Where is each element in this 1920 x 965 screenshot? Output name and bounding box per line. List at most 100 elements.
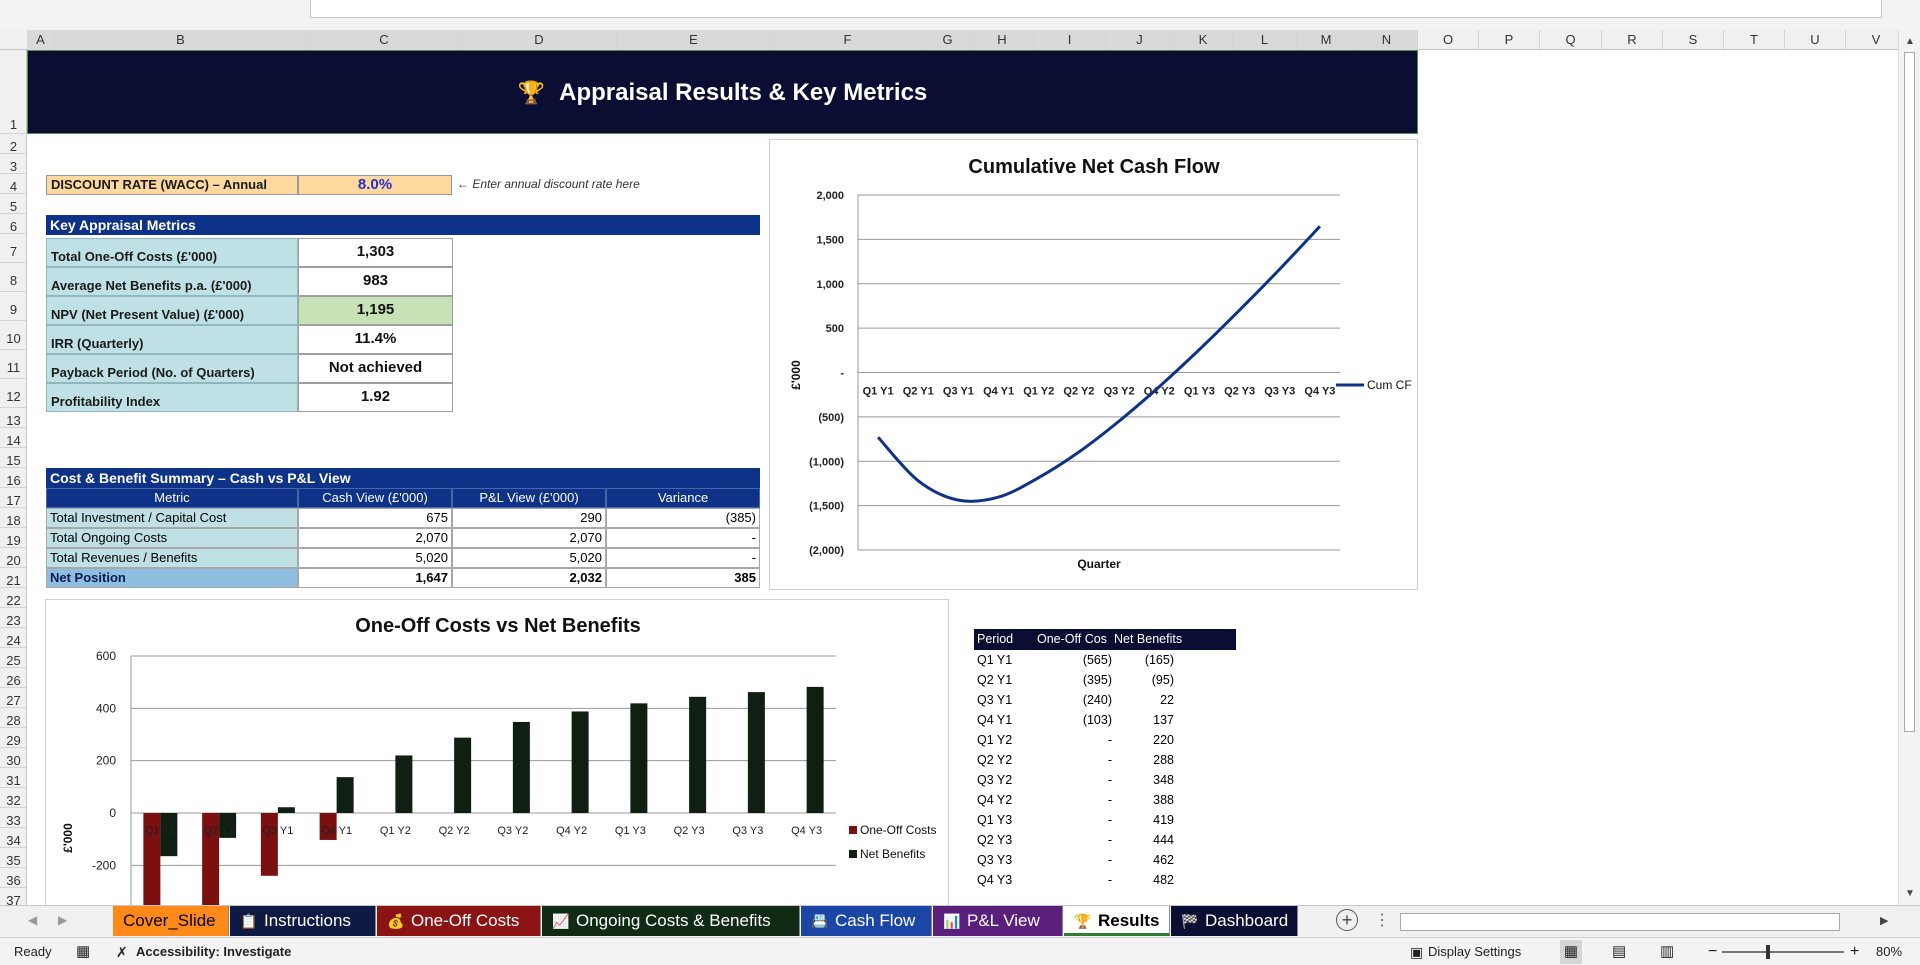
tab-one-off-costs[interactable]: 💰 One-Off Costs — [377, 906, 541, 936]
period-cell[interactable]: Q2 Y1 — [977, 673, 1013, 687]
row-header-5[interactable]: 5 — [0, 194, 27, 214]
zoom-in-icon[interactable]: + — [1850, 943, 1860, 960]
macro-record-icon[interactable]: ▦ — [76, 943, 91, 960]
formula-input[interactable] — [310, 0, 1882, 18]
one-off-cell[interactable]: (103) — [1082, 713, 1112, 727]
column-header-D[interactable]: D — [462, 30, 617, 50]
scroll-up-icon[interactable]: ▲ — [1905, 36, 1915, 47]
row-header-27[interactable]: 27 — [0, 688, 27, 708]
column-header-C[interactable]: C — [307, 30, 462, 50]
row-header-28[interactable]: 28 — [0, 708, 27, 728]
row-header-26[interactable]: 26 — [0, 668, 27, 688]
row-header-20[interactable]: 20 — [0, 548, 27, 568]
summary-cell[interactable]: 2,032 — [452, 568, 606, 588]
column-header-R[interactable]: R — [1602, 30, 1663, 50]
scroll-down-icon[interactable]: ▼ — [1905, 888, 1915, 899]
tab-p-l-view[interactable]: 📊 P&L View — [933, 906, 1063, 936]
net-benefit-cell[interactable]: (165) — [1144, 653, 1174, 667]
summary-cell[interactable]: Total Investment / Capital Cost — [46, 508, 298, 528]
one-off-cell[interactable]: (395) — [1082, 673, 1112, 687]
column-header-F[interactable]: F — [771, 30, 925, 50]
tab-scroll-left-icon[interactable]: ◀ — [28, 913, 38, 927]
column-header-A[interactable]: A — [27, 30, 55, 50]
display-settings-button[interactable]: Display Settings — [1428, 944, 1522, 959]
column-header-P[interactable]: P — [1479, 30, 1540, 50]
metric-value[interactable]: Not achieved — [298, 354, 453, 383]
vertical-scroll-thumb[interactable] — [1904, 52, 1915, 732]
one-off-vs-benefits-chart[interactable]: One-Off Costs vs Net Benefits 600 400 200 0 -… — [45, 599, 949, 905]
tab-scroll-right-icon[interactable]: ▶ — [58, 913, 68, 927]
row-header-24[interactable]: 24 — [0, 628, 27, 648]
net-benefit-cell[interactable]: 22 — [1160, 693, 1174, 707]
summary-cell[interactable]: 5,020 — [298, 548, 452, 568]
column-header-U[interactable]: U — [1785, 30, 1846, 50]
row-header-15[interactable]: 15 — [0, 448, 27, 468]
period-cell[interactable]: Q1 Y1 — [977, 653, 1013, 667]
one-off-cell[interactable]: - — [1107, 733, 1112, 747]
tab-cash-flow[interactable]: 📇 Cash Flow — [801, 906, 932, 936]
row-header-35[interactable]: 35 — [0, 848, 27, 868]
column-header-Q[interactable]: Q — [1540, 30, 1602, 50]
row-header-34[interactable]: 34 — [0, 828, 27, 848]
zoom-out-icon[interactable]: − — [1708, 943, 1718, 960]
column-header-O[interactable]: O — [1418, 30, 1479, 50]
period-cell[interactable]: Q3 Y1 — [977, 693, 1013, 707]
period-cell[interactable]: Q3 Y2 — [977, 773, 1013, 787]
period-cell[interactable]: Q1 Y3 — [977, 813, 1013, 827]
row-header-30[interactable]: 30 — [0, 748, 27, 768]
net-benefit-cell[interactable]: (95) — [1151, 673, 1174, 687]
column-header-B[interactable]: B — [55, 30, 307, 50]
row-header-10[interactable]: 10 — [0, 321, 27, 350]
add-sheet-icon[interactable]: + — [1336, 909, 1358, 931]
net-benefit-cell[interactable]: 419 — [1153, 813, 1174, 827]
row-header-3[interactable]: 3 — [0, 154, 27, 174]
column-header-H[interactable]: H — [971, 30, 1034, 50]
one-off-cell[interactable]: - — [1107, 753, 1112, 767]
summary-cell[interactable]: Total Revenues / Benefits — [46, 548, 298, 568]
tab-dashboard[interactable]: 🏁 Dashboard — [1171, 906, 1298, 936]
worksheet-grid[interactable]: 🏆 Appraisal Results & Key Metrics DISCOUN… — [27, 50, 1898, 905]
period-cell[interactable]: Q2 Y2 — [977, 753, 1013, 767]
tab-ongoing-costs-benefits[interactable]: 📈 Ongoing Costs & Benefits — [542, 906, 800, 936]
period-cell[interactable]: Q2 Y3 — [977, 833, 1013, 847]
zoom-level[interactable]: 80% — [1876, 944, 1903, 959]
more-options-icon[interactable]: ⋮ — [1374, 912, 1390, 929]
period-cell[interactable]: Q1 Y2 — [977, 733, 1013, 747]
tab-instructions[interactable]: 📋 Instructions — [230, 906, 376, 936]
row-header-18[interactable]: 18 — [0, 508, 27, 528]
row-header-9[interactable]: 9 — [0, 292, 27, 321]
row-header-16[interactable]: 16 — [0, 468, 27, 488]
normal-view-icon[interactable]: ▦ — [1560, 940, 1582, 964]
metric-value[interactable]: 1,303 — [298, 238, 453, 267]
column-header-K[interactable]: K — [1174, 30, 1233, 50]
hscroll-right-icon[interactable]: ▶ — [1880, 915, 1889, 927]
row-header-1[interactable]: 1 — [0, 50, 27, 134]
one-off-cell[interactable]: - — [1107, 873, 1112, 887]
row-header-4[interactable]: 4 — [0, 174, 27, 194]
net-benefit-cell[interactable]: 220 — [1153, 733, 1174, 747]
tab-results[interactable]: 🏆 Results — [1064, 906, 1170, 936]
summary-cell[interactable]: - — [606, 548, 760, 568]
row-header-14[interactable]: 14 — [0, 428, 27, 448]
net-benefit-cell[interactable]: 444 — [1153, 833, 1174, 847]
row-header-17[interactable]: 17 — [0, 488, 27, 508]
row-header-22[interactable]: 22 — [0, 588, 27, 608]
summary-cell[interactable]: (385) — [606, 508, 760, 528]
row-header-11[interactable]: 11 — [0, 350, 27, 379]
row-header-6[interactable]: 6 — [0, 214, 27, 234]
metric-value[interactable]: 11.4% — [298, 325, 453, 354]
column-header-M[interactable]: M — [1297, 30, 1356, 50]
summary-cell[interactable]: 385 — [606, 568, 760, 588]
page-layout-icon[interactable]: ▤ — [1612, 943, 1627, 960]
discount-rate-input[interactable]: 8.0% — [298, 175, 452, 195]
row-header-36[interactable]: 36 — [0, 868, 27, 888]
period-cell[interactable]: Q4 Y1 — [977, 713, 1013, 727]
column-header-E[interactable]: E — [617, 30, 771, 50]
row-header-29[interactable]: 29 — [0, 728, 27, 748]
row-header-33[interactable]: 33 — [0, 808, 27, 828]
period-cell[interactable]: Q3 Y3 — [977, 853, 1013, 867]
row-header-31[interactable]: 31 — [0, 768, 27, 788]
metric-value[interactable]: 983 — [298, 267, 453, 296]
one-off-cell[interactable]: - — [1107, 833, 1112, 847]
metric-value[interactable]: 1,195 — [298, 296, 453, 325]
